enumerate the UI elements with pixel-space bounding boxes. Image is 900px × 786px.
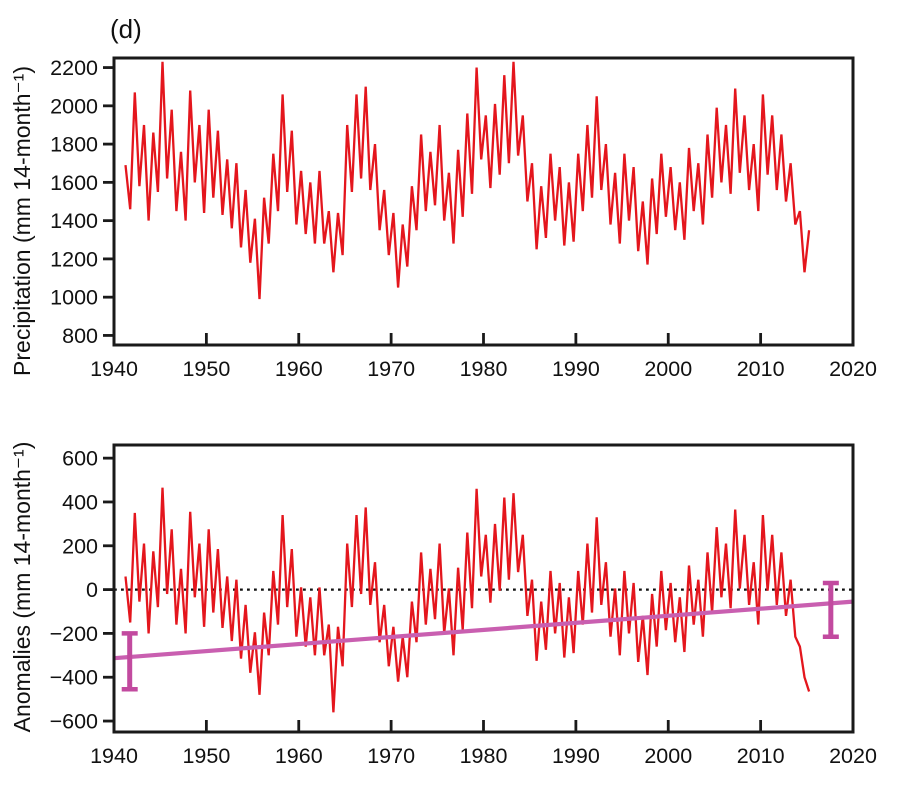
x-axis-tick-label: 1970 [367,357,415,381]
y-axis-tick-label: −600 [50,710,98,734]
x-axis-tick-label: 1940 [90,744,138,768]
y-axis-tick-label: 1400 [50,209,98,233]
y-axis-tick-label: 1200 [50,247,98,271]
x-axis-tick-label: 1990 [552,357,600,381]
y-axis-tick-label: 0 [86,578,98,602]
plot-frame [112,443,855,734]
x-axis-tick-label: 1960 [275,357,323,381]
precipitation-panel: 1940 1950 1960 1970 1980 1990 2000 2010 2020 800 1… [50,56,877,381]
trend-line [113,599,854,661]
y-axis-label-precipitation: Precipitation (mm 14-month⁻¹) [9,66,35,376]
y-axis-tick-label: 1800 [50,133,98,157]
x-axis-tick-label: 1960 [275,744,323,768]
y-axis-tick-label: 200 [62,534,98,558]
y-axis-tick-label: 800 [62,324,98,348]
anomalies-panel: 1940 1950 1960 1970 1980 1990 2000 2010 2020−600… [50,443,877,768]
x-axis-tick-label: 1990 [552,744,600,768]
panel-label: (d) [110,14,142,44]
y-axis-tick-label: 400 [62,490,98,514]
y-axis-tick-label: 1600 [50,171,98,195]
x-axis-tick-label: 2010 [737,744,785,768]
x-axis-tick-label: 1950 [182,744,230,768]
x-axis-tick-label: 2000 [644,744,692,768]
anomalies-line [124,487,811,713]
x-axis-tick-label: 1940 [90,357,138,381]
y-axis-tick-label: 2000 [50,94,98,118]
x-axis-tick-label: 2010 [737,357,785,381]
y-axis-tick-label: −400 [50,666,98,690]
x-axis-tick-label: 1980 [460,357,508,381]
y-axis-label-anomalies: Anomalies (mm 14-month⁻¹) [9,442,35,733]
x-axis-tick-label: 2020 [829,744,877,768]
x-axis-tick-label: 2020 [829,357,877,381]
y-axis-tick-label: 1000 [50,286,98,310]
x-axis-tick-label: 1950 [182,357,230,381]
x-axis-tick-label: 2000 [644,357,692,381]
x-axis-tick-label: 1980 [460,744,508,768]
x-axis-tick-label: 1970 [367,744,415,768]
plot-frame [112,56,855,347]
precipitation-line [124,61,811,300]
y-axis-tick-label: 600 [62,447,98,471]
y-axis-tick-label: −200 [50,622,98,646]
y-axis-tick-label: 2200 [50,56,98,80]
